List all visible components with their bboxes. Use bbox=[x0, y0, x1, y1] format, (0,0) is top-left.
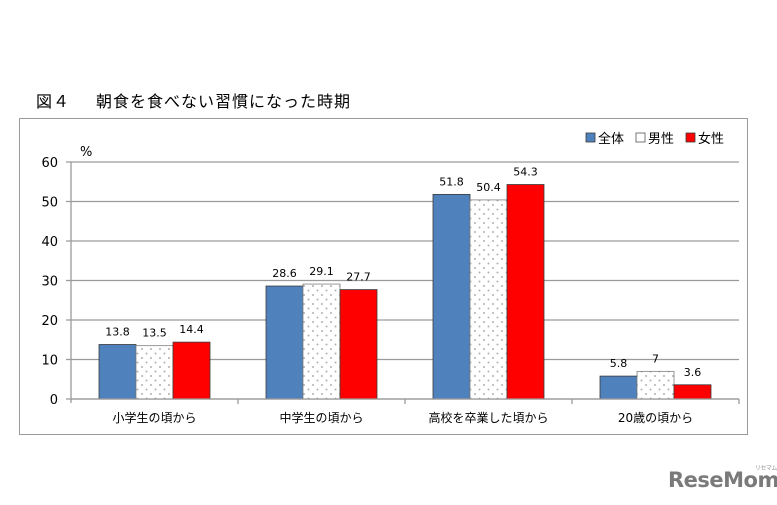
x-axis: 小学生の頃から 中学生の頃から 高校を卒業した頃から 20歳の頃から bbox=[71, 398, 740, 425]
figure-number: 図４ bbox=[36, 92, 71, 111]
data-label: 50.4 bbox=[476, 181, 501, 194]
legend-swatch-男性 bbox=[635, 132, 646, 143]
legend-label: 全体 bbox=[598, 131, 624, 147]
data-label: 13.5 bbox=[142, 327, 167, 340]
figure-title: 図４ 朝食を食べない習慣になった時期 bbox=[36, 88, 351, 112]
y-tick-label: 60 bbox=[41, 156, 58, 171]
data-label: 7 bbox=[652, 352, 659, 365]
y-tick-label: 40 bbox=[41, 235, 58, 250]
y-tick-label: 50 bbox=[41, 196, 58, 211]
bar-series: 13.8 13.5 14.4 28.6 29.1 27.7 51.8 50.4 54.3 5.8 7… bbox=[98, 166, 712, 400]
bar-女性 bbox=[673, 384, 712, 400]
x-category-label: 中学生の頃から bbox=[279, 410, 363, 425]
figure-title-text: 朝食を食べない習慣になった時期 bbox=[96, 92, 352, 111]
data-label: 13.8 bbox=[105, 325, 130, 338]
legend-label: 男性 bbox=[648, 132, 674, 147]
y-axis-unit: % bbox=[80, 145, 92, 160]
legend-label: 女性 bbox=[698, 131, 724, 147]
y-tick-label: 20 bbox=[41, 314, 58, 329]
bar-全体 bbox=[98, 344, 137, 400]
resemom-logo: ReseMom リセマム bbox=[668, 465, 777, 492]
y-tick-label: 10 bbox=[41, 354, 58, 369]
y-tick-label: 30 bbox=[41, 275, 58, 290]
data-label: 14.4 bbox=[179, 323, 204, 336]
x-category-label: 小学生の頃から bbox=[112, 410, 196, 425]
data-label: 29.1 bbox=[309, 265, 334, 278]
chart-frame bbox=[19, 118, 748, 435]
bar-全体 bbox=[432, 193, 471, 400]
legend-swatch-全体 bbox=[585, 132, 596, 143]
bar-男性 bbox=[469, 199, 508, 400]
y-tick-label: 0 bbox=[50, 393, 58, 408]
y-axis: 0 10 20 30 40 50 60% bbox=[41, 145, 92, 408]
bar-男性 bbox=[135, 345, 174, 400]
bar-女性 bbox=[339, 289, 378, 400]
data-label: 5.8 bbox=[610, 357, 628, 370]
bar-女性 bbox=[172, 341, 211, 400]
bar-男性 bbox=[302, 283, 341, 400]
data-label: 3.6 bbox=[684, 366, 702, 379]
bar-全体 bbox=[599, 375, 638, 400]
x-category-label: 高校を卒業した頃から bbox=[428, 410, 548, 425]
data-label: 54.3 bbox=[513, 166, 538, 179]
data-label: 27.7 bbox=[346, 271, 371, 284]
bar-男性 bbox=[636, 370, 675, 400]
x-category-label: 20歳の頃から bbox=[618, 411, 693, 425]
bar-女性 bbox=[506, 184, 545, 400]
legend: 全体 男性 女性 bbox=[585, 131, 724, 147]
data-label: 51.8 bbox=[439, 175, 464, 188]
logo-subtext: リセマム bbox=[754, 465, 777, 472]
data-label: 28.6 bbox=[272, 267, 297, 280]
legend-swatch-女性 bbox=[685, 132, 696, 143]
bar-全体 bbox=[265, 285, 304, 400]
